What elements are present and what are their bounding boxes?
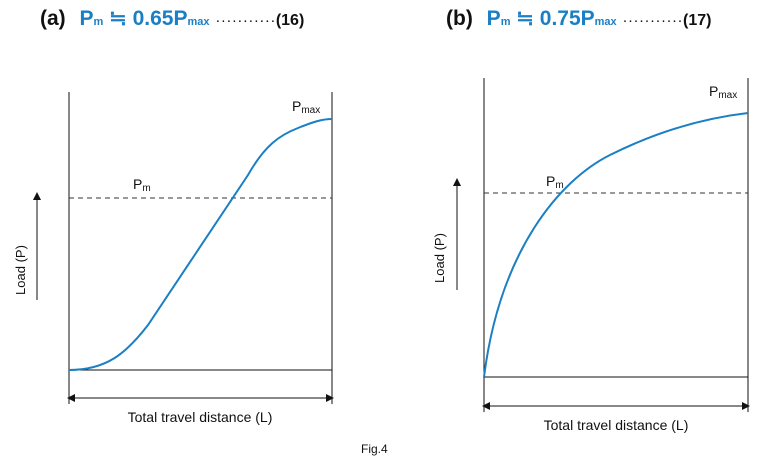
panel-a-letter: (a) [40,7,66,30]
panel-a-heading: (a) Pm ≒ 0.65Pmax ···········(16) [40,6,304,31]
panel-b-pmax-label: Pmax [709,83,737,101]
panel-b-load-curve [483,112,749,378]
panel-b-equation-number: (17) [682,12,712,29]
panel-b-y-label: Load (P) [432,233,447,283]
panel-b-formula: Pm ≒ 0.75Pmax [486,7,617,30]
panel-b-heading: (b) Pm ≒ 0.75Pmax ···········(17) [446,6,711,31]
panel-b-leader-dots: ··········· [622,12,683,29]
panel-a-leader-dots: ··········· [215,12,276,29]
panel-a-formula: Pm ≒ 0.65Pmax [79,7,210,30]
panel-a-load-curve [68,118,333,371]
panel-a-x-label: Total travel distance (L) [128,409,273,425]
panel-b-x-label: Total travel distance (L) [544,417,689,433]
figure-label: Fig.4 [361,442,388,456]
panel-b: Load (P) Total travel distance (L) Pm Pm… [432,78,750,433]
panel-a-pmax-label: Pmax [292,98,320,116]
panel-a: Load (P) Total travel distance (L) Pm Pm… [13,92,334,425]
panel-b-pm-label: Pm [546,173,564,191]
panel-a-y-label: Load (P) [13,245,28,295]
panel-a-equation-number: (16) [275,12,305,29]
panel-b-letter: (b) [446,7,473,30]
panel-a-pm-label: Pm [133,176,151,194]
